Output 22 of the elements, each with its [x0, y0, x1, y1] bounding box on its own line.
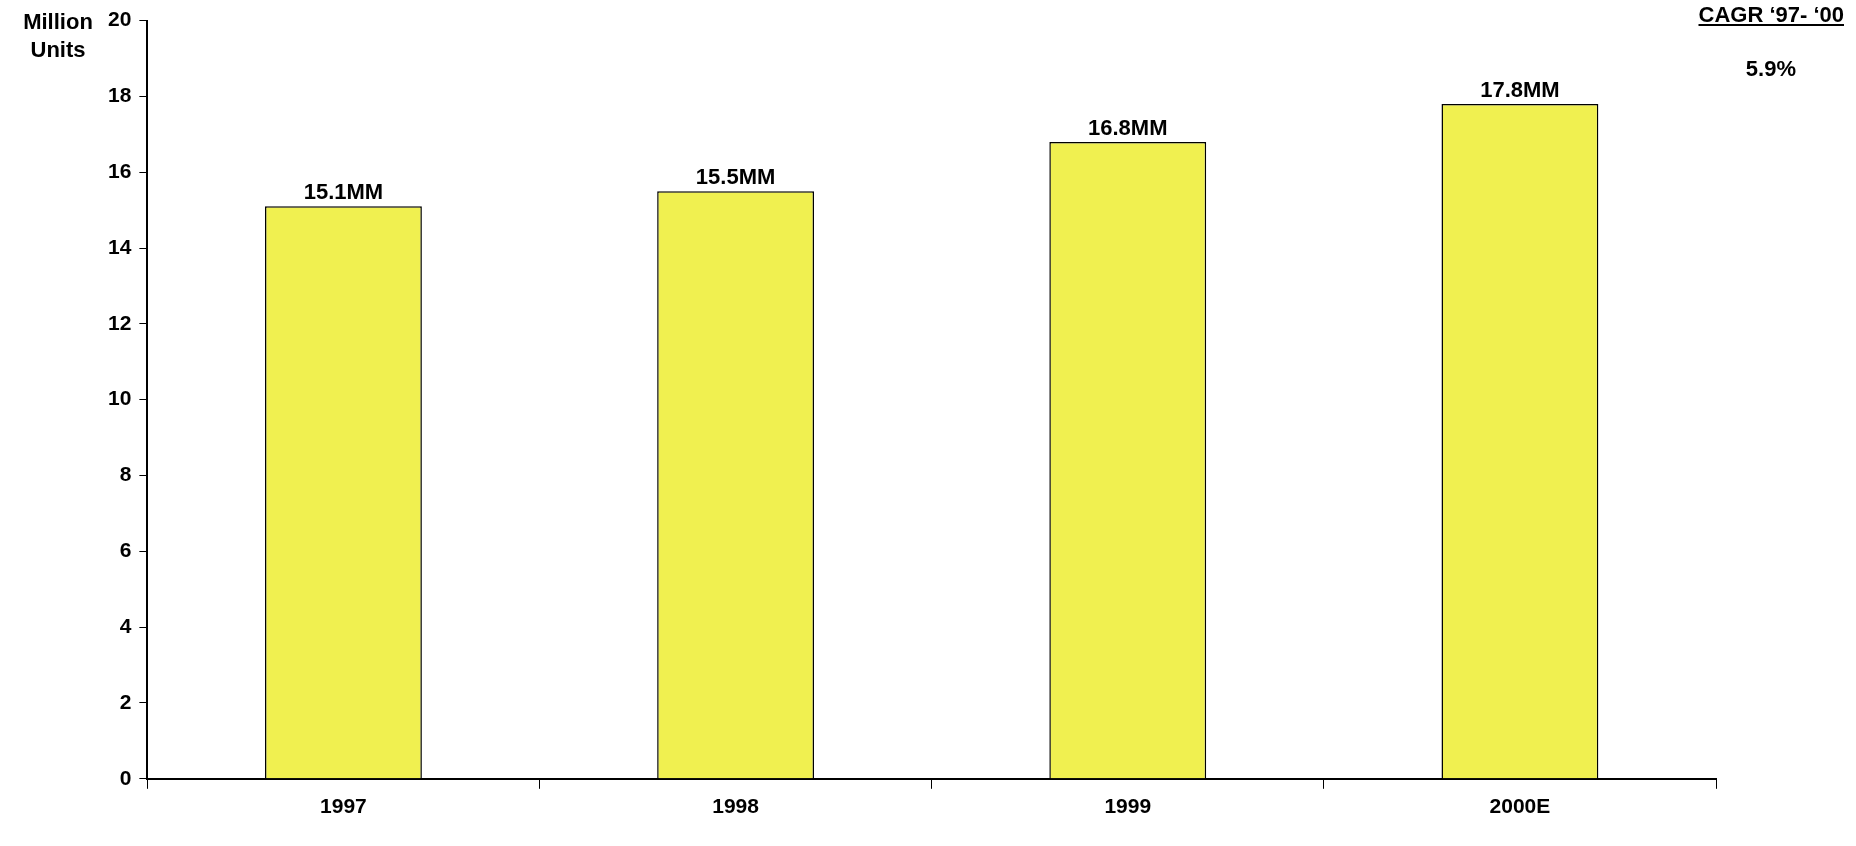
y-tick-label: 10: [108, 386, 132, 410]
data-label: 17.8MM: [1480, 77, 1560, 103]
y-tick-label: 16: [108, 159, 132, 183]
y-tick-label: 6: [119, 538, 132, 562]
y-tick-label: 2: [119, 689, 132, 713]
x-tick-label: 1998: [712, 794, 760, 818]
y-tick-label: 12: [108, 310, 132, 334]
data-label: 15.5MM: [695, 164, 776, 190]
y-tick-label: 18: [108, 83, 132, 107]
y-tick-label: 4: [119, 613, 132, 637]
y-axis-title: Million Units: [22, 8, 94, 64]
data-label: 16.8MM: [1088, 114, 1168, 140]
text: 5.9%: [1745, 56, 1796, 82]
y-tick-label: 14: [108, 234, 132, 258]
data-label: 15.1MM: [303, 179, 384, 205]
x-tick-label: 1999: [1104, 794, 1152, 818]
y-tick-label: 0: [119, 765, 132, 789]
annotation: CAGR ‘97- ‘00: [1698, 2, 1844, 28]
y-tick-label: 20: [108, 7, 132, 31]
x-tick-label: 2000E: [1489, 794, 1551, 818]
x-tick-label: 1997: [320, 794, 367, 818]
y-tick-label: 8: [119, 462, 132, 486]
